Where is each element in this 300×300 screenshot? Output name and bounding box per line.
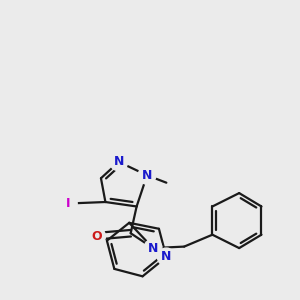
Text: N: N: [161, 250, 172, 263]
Circle shape: [110, 153, 128, 171]
Circle shape: [59, 195, 77, 212]
Text: N: N: [114, 155, 124, 168]
Circle shape: [158, 248, 175, 266]
Text: O: O: [91, 230, 102, 243]
Text: I: I: [66, 197, 70, 210]
Circle shape: [144, 239, 162, 257]
Circle shape: [138, 166, 156, 184]
Circle shape: [88, 227, 105, 245]
Text: N: N: [148, 242, 158, 255]
Text: N: N: [142, 169, 152, 182]
